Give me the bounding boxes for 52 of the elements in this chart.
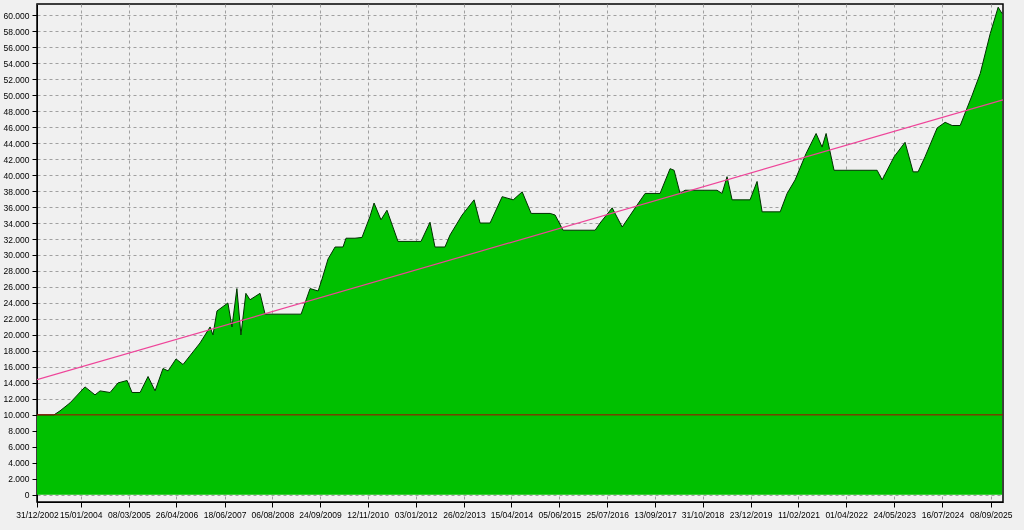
y-tick-label: 48.000 bbox=[3, 106, 30, 117]
x-tick-label: 13/09/2017 bbox=[634, 509, 678, 520]
x-tick-label: 23/12/2019 bbox=[729, 509, 773, 520]
y-tick-label: 0 bbox=[24, 490, 30, 501]
x-tick-label: 08/09/2025 bbox=[969, 509, 1013, 520]
y-tick-label: 18.000 bbox=[3, 346, 30, 357]
x-tick-label: 31/10/2018 bbox=[681, 509, 725, 520]
y-tick-label: 14.000 bbox=[3, 378, 30, 389]
y-tick-label: 8.000 bbox=[8, 426, 30, 437]
y-tick-label: 58.000 bbox=[3, 26, 30, 37]
x-tick-label: 16/07/2024 bbox=[921, 509, 965, 520]
x-tick-label: 12/11/2010 bbox=[347, 509, 390, 520]
x-tick-label: 26/04/2006 bbox=[155, 509, 199, 520]
y-tick-label: 52.000 bbox=[3, 74, 30, 85]
y-tick-label: 10.000 bbox=[3, 410, 30, 421]
x-tick-label: 15/01/2004 bbox=[59, 509, 103, 520]
x-tick-label: 06/08/2008 bbox=[251, 509, 295, 520]
y-tick-label: 60.000 bbox=[3, 10, 30, 21]
y-tick-label: 16.000 bbox=[3, 362, 30, 373]
x-tick-label: 24/05/2023 bbox=[873, 509, 917, 520]
y-tick-label: 54.000 bbox=[3, 58, 30, 69]
y-tick-label: 30.000 bbox=[3, 250, 30, 261]
y-tick-label: 38.000 bbox=[3, 186, 30, 197]
y-tick-label: 28.000 bbox=[3, 266, 30, 277]
y-tick-label: 44.000 bbox=[3, 138, 30, 149]
y-tick-label: 26.000 bbox=[3, 282, 30, 293]
x-tick-label: 05/06/2015 bbox=[538, 509, 582, 520]
x-tick-label: 18/06/2007 bbox=[203, 509, 247, 520]
x-tick-label: 01/04/2022 bbox=[825, 509, 869, 520]
x-tick-label: 11/02/2021 bbox=[778, 509, 821, 520]
y-tick-label: 40.000 bbox=[3, 170, 30, 181]
y-tick-label: 56.000 bbox=[3, 42, 30, 53]
y-tick-label: 22.000 bbox=[3, 314, 30, 325]
x-tick-label: 31/12/2002 bbox=[16, 509, 60, 520]
x-tick-label: 24/09/2009 bbox=[299, 509, 343, 520]
y-tick-label: 2.000 bbox=[8, 474, 30, 485]
x-tick-label: 03/01/2012 bbox=[394, 509, 438, 520]
y-tick-label: 50.000 bbox=[3, 90, 30, 101]
y-tick-label: 20.000 bbox=[3, 330, 30, 341]
y-tick-label: 4.000 bbox=[8, 458, 30, 469]
y-tick-label: 24.000 bbox=[3, 298, 30, 309]
y-tick-label: 42.000 bbox=[3, 154, 30, 165]
y-tick-label: 6.000 bbox=[8, 442, 30, 453]
y-tick-label: 36.000 bbox=[3, 202, 30, 213]
y-tick-label: 34.000 bbox=[3, 218, 30, 229]
y-tick-label: 32.000 bbox=[3, 234, 30, 245]
y-tick-label: 12.000 bbox=[3, 394, 30, 405]
y-tick-label: 46.000 bbox=[3, 122, 30, 133]
x-tick-label: 26/02/2013 bbox=[443, 509, 486, 520]
x-tick-label: 08/03/2005 bbox=[108, 509, 151, 520]
x-tick-label: 25/07/2016 bbox=[586, 509, 630, 520]
x-tick-label: 15/04/2014 bbox=[490, 509, 534, 520]
